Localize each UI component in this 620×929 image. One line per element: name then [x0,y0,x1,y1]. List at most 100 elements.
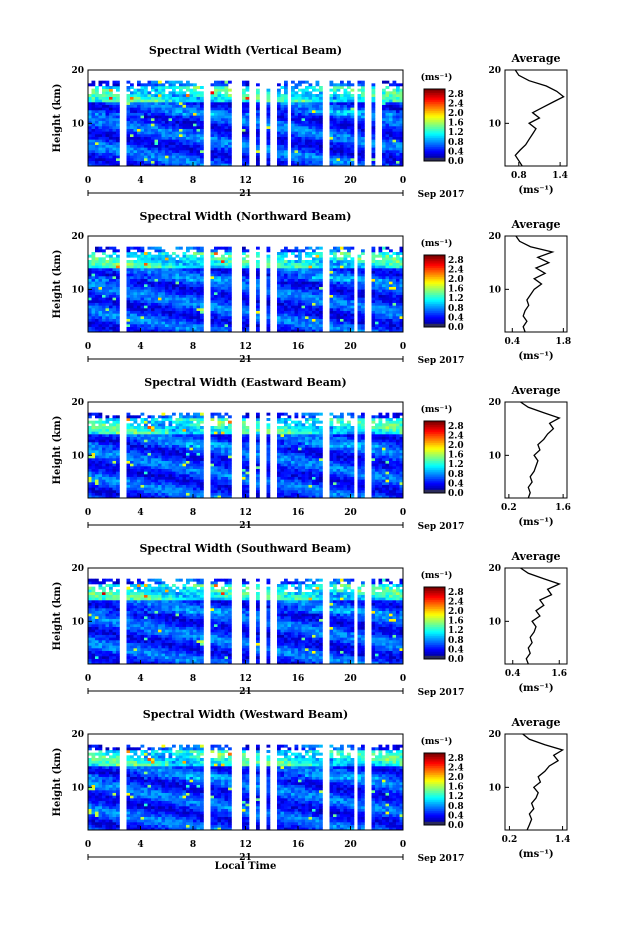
heatmap-cell [189,134,194,137]
colorbar-tick-label: 2.8 [448,90,464,100]
heatmap-cell [158,128,162,132]
heatmap-cell [224,86,229,89]
heatmap-cell [245,99,250,103]
heatmap-cell [294,123,299,127]
heatmap-cell [291,268,295,271]
heatmap-cell [112,270,117,274]
heatmap-cell [126,428,131,432]
heatmap-cell [158,270,162,274]
heatmap-cell [182,326,187,330]
heatmap-cell [291,300,295,303]
heatmap-cell [95,458,99,461]
heatmap-cell [98,431,103,435]
heatmap-cell [294,134,299,137]
heatmap-cell [305,305,309,309]
heatmap-cell [396,155,400,159]
heatmap-cell [172,136,176,140]
heatmap-cell [147,484,152,488]
heatmap-cell [343,134,348,137]
heatmap-cell [98,150,103,153]
heatmap-cell [116,444,120,448]
heatmap-cell [151,88,155,92]
heatmap-cell [179,273,183,277]
colorbar-tick-label: 2.0 [448,275,464,285]
heatmap-cell [126,439,131,443]
heatmap-cell [228,115,232,119]
heatmap-cell [228,155,232,159]
heatmap-cell [385,329,390,333]
colorbar-segment [424,159,445,162]
heatmap-cell [392,107,397,111]
heatmap-cell [308,260,313,263]
heatmap-cell [130,418,134,421]
heatmap-cell [105,434,110,437]
heatmap-cell [158,254,162,258]
heatmap-cell [350,158,355,161]
heatmap-cell [361,308,365,311]
heatmap-cell [399,102,404,105]
heatmap-cell [340,268,344,271]
heatmap-cell [242,289,246,293]
heatmap-cell [161,120,166,124]
heatmap-cell [144,144,148,148]
heatmap-cell [105,479,110,483]
heatmap-cell [245,249,250,253]
heatmap-cell [389,276,393,279]
heatmap-cell [116,278,120,282]
heatmap-cell [154,458,159,461]
heatmap-cell [151,163,155,167]
heatmap-cell [224,246,229,250]
heatmap-cell [333,257,337,261]
heatmap-cell [144,313,148,317]
heatmap-cell [385,310,390,314]
heatmap-cell [126,479,131,483]
heatmap-cell [217,126,222,129]
heatmap-cell [105,265,110,269]
heatmap-cell [200,246,204,250]
heatmap-cell [147,305,152,309]
heatmap-cell [172,126,176,129]
heatmap-cell [266,142,271,145]
heatmap-cell [308,147,313,151]
heatmap-cell [280,152,285,156]
heatmap-cell [102,107,106,111]
heatmap-cell [130,91,134,95]
heatmap-cell [308,310,313,314]
average-y-tick-label: 20 [488,66,501,76]
heatmap-cell [95,468,99,472]
heatmap-cell [357,281,362,285]
heatmap-cell [102,444,106,448]
heatmap-cell [221,131,225,135]
heatmap-cell [298,134,302,137]
heatmap-cell [266,262,271,266]
heatmap-cell [277,139,281,143]
heatmap-cell [361,131,365,135]
heatmap-cell [214,131,218,135]
heatmap-cell [266,300,271,303]
heatmap [88,246,404,333]
heatmap-cell [382,284,386,287]
heatmap-cell [361,316,365,319]
heatmap-cell [340,324,344,327]
heatmap-cell [284,265,288,269]
heatmap-cell [214,128,218,132]
heatmap-cell [154,321,159,325]
heatmap-cell [336,326,341,330]
heatmap-cell [189,321,194,325]
heatmap-cell [116,484,120,488]
heatmap-cell [196,139,201,143]
heatmap-cell [200,281,204,285]
heatmap-cell [375,260,379,263]
heatmap-cell [102,305,106,309]
heatmap-cell [179,300,183,303]
heatmap-cell [319,265,323,269]
heatmap-cell [154,495,159,499]
heatmap-cell [147,415,152,419]
heatmap-cell [392,257,397,261]
heatmap-cell [280,281,285,285]
colorbar-segment [424,307,445,310]
heatmap-cell [144,294,148,298]
heatmap-cell [284,160,288,164]
heatmap-cell [294,160,299,164]
heatmap-cell [196,96,201,100]
